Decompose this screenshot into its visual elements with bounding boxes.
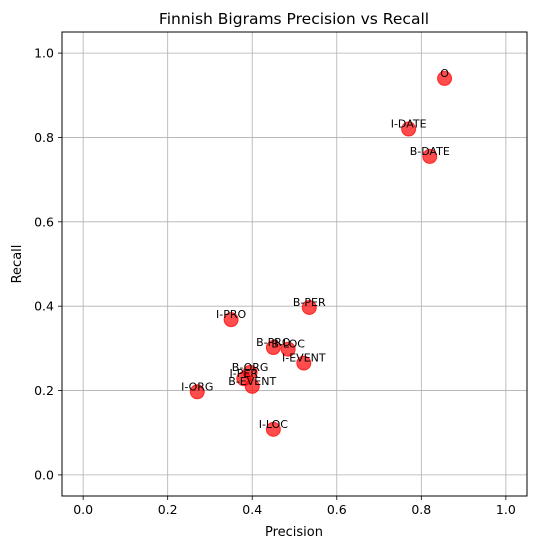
point-label: I-EVENT <box>282 352 326 365</box>
data-point <box>422 148 438 164</box>
point-label: I-ORG <box>181 380 213 393</box>
data-point <box>189 384 205 400</box>
y-tick-label: 0.0 <box>34 467 54 482</box>
point-label: B-LOC <box>271 338 305 351</box>
point-label: O <box>440 67 449 80</box>
point-label: I-PRO <box>216 308 246 321</box>
data-point <box>280 341 296 357</box>
y-tick-label: 1.0 <box>34 46 54 61</box>
data-points <box>189 70 453 437</box>
data-point <box>265 340 281 356</box>
point-label: B-PRO <box>256 336 291 349</box>
x-tick-label: 1.0 <box>496 502 516 517</box>
x-tick-label: 0.8 <box>411 502 431 517</box>
point-label: I-LOC <box>259 418 289 431</box>
x-tick-label: 0.2 <box>158 502 178 517</box>
point-label: I-DATE <box>391 118 427 131</box>
x-tick-label: 0.0 <box>73 502 93 517</box>
x-axis-ticks: 0.0 0.2 0.4 0.6 0.8 1.0 <box>73 496 516 517</box>
point-label: B-DATE <box>410 145 450 158</box>
chart-title: Finnish Bigrams Precision vs Recall <box>159 10 429 28</box>
data-point <box>244 378 260 394</box>
data-point <box>301 299 317 315</box>
y-axis-title: Recall <box>10 245 25 284</box>
y-tick-label: 0.4 <box>34 299 54 314</box>
data-point <box>296 355 312 371</box>
x-tick-label: 0.6 <box>327 502 347 517</box>
plot-area-frame <box>61 31 528 497</box>
point-label: B-ORG <box>232 361 269 374</box>
data-point <box>437 70 453 86</box>
y-tick-label: 0.8 <box>34 130 54 145</box>
point-label: I-PER <box>230 367 259 380</box>
point-label: B-PER <box>293 296 326 309</box>
data-point <box>223 312 239 328</box>
y-tick-label: 0.6 <box>34 214 54 229</box>
x-axis-title: Precision <box>265 525 323 540</box>
data-point <box>265 421 281 437</box>
y-tick-label: 0.2 <box>34 383 54 398</box>
x-tick-label: 0.4 <box>242 502 262 517</box>
point-label: B-EVENT <box>228 375 276 388</box>
y-axis-ticks: 0.0 0.2 0.4 0.6 0.8 1.0 <box>34 46 62 482</box>
data-point <box>401 121 417 137</box>
data-labels: O I-DATE B-DATE B-PER I-PRO B-PROB-LOCI-EVENT… <box>181 67 450 431</box>
grid <box>62 32 527 496</box>
